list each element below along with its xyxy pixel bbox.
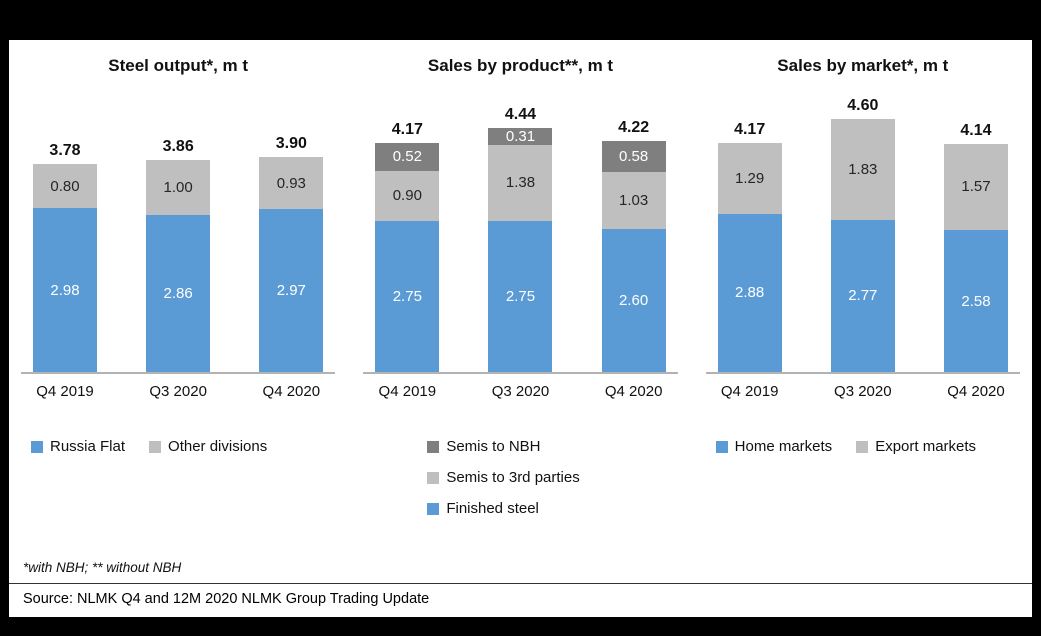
total-label: 3.86 xyxy=(162,137,194,155)
bar-stack: 2.77 1.83 xyxy=(830,119,895,372)
legend-label: Home markets xyxy=(734,438,833,455)
legend-swatch xyxy=(427,440,440,453)
segment-russia-flat: 2.97 xyxy=(259,208,324,372)
segment-semis-to-nbh: 0.58 xyxy=(601,140,666,173)
legend-swatch xyxy=(31,440,43,453)
footnote: *with NBH; ** without NBH xyxy=(23,560,182,575)
legend-label: Semis to 3rd parties xyxy=(446,469,580,486)
bar-q4-2020: 4.14 2.58 1.57 xyxy=(943,121,1008,372)
legend-label: Finished steel xyxy=(446,500,539,517)
plot-area: 3.78 2.98 0.80 3.86 2.86 1.00 3.90 2.97 0.93 xyxy=(21,84,336,374)
x-axis-labels: Q4 2019 Q3 2020 Q4 2020 xyxy=(21,383,335,400)
x-axis-labels: Q4 2019 Q3 2020 Q4 2020 xyxy=(706,383,1020,400)
legend-item-russia-flat: Russia Flat xyxy=(31,438,125,455)
source-text: Source: NLMK Q4 and 12M 2020 NLMK Group … xyxy=(23,591,430,607)
segment-semis-to-3rd-parties: 1.38 xyxy=(488,144,553,221)
total-label: 4.17 xyxy=(734,120,766,138)
chart-title: Sales by product**, m t xyxy=(427,56,614,75)
bar-stack: 2.75 0.90 0.52 xyxy=(375,142,440,372)
segment-home-markets: 2.77 xyxy=(830,219,895,372)
legend-label: Other divisions xyxy=(168,438,268,455)
total-label: 4.60 xyxy=(847,97,879,115)
chart-steel-output: Steel output*, m t 3.78 2.98 0.80 3.86 2.86 1… xyxy=(21,56,336,534)
segment-export-markets: 1.29 xyxy=(717,142,782,214)
bar-stack: 2.75 1.38 0.31 xyxy=(488,127,553,372)
chart-title: Sales by market*, m t xyxy=(777,56,949,75)
segment-semis-to-nbh: 0.52 xyxy=(375,142,440,172)
x-axis-label: Q3 2020 xyxy=(149,383,207,400)
legend-item-semis-to-nbh: Semis to NBH xyxy=(427,438,541,455)
segment-other-divisions: 1.00 xyxy=(146,159,211,215)
legend: Home markets Export markets xyxy=(715,438,1020,534)
chart-sales-by-product: Sales by product**, m t 4.17 2.75 0.90 0.52… xyxy=(363,56,678,534)
chart-panel: Steel output*, m t 3.78 2.98 0.80 3.86 2.86 1… xyxy=(9,40,1032,617)
bar-q4-2019: 3.78 2.98 0.80 xyxy=(33,142,97,372)
bar-stack: 2.88 1.29 xyxy=(717,142,782,372)
legend-label: Export markets xyxy=(875,438,977,455)
bar-q4-2020: 4.22 2.60 1.03 0.58 xyxy=(601,118,666,372)
segment-other-divisions: 0.93 xyxy=(259,157,324,209)
charts-row: Steel output*, m t 3.78 2.98 0.80 3.86 2.86 1… xyxy=(21,56,1020,534)
total-label: 4.17 xyxy=(391,120,423,138)
total-label: 3.90 xyxy=(275,135,307,153)
segment-other-divisions: 0.80 xyxy=(33,164,97,209)
legend-item-export-markets: Export markets xyxy=(856,438,976,455)
segment-finished-steel: 2.60 xyxy=(601,229,666,372)
legend-swatch xyxy=(149,440,162,453)
legend-label: Russia Flat xyxy=(50,438,126,455)
segment-russia-flat: 2.86 xyxy=(146,214,211,372)
total-label: 4.14 xyxy=(960,121,992,139)
x-axis-label: Q4 2019 xyxy=(36,383,94,400)
legend-item-home-markets: Home markets xyxy=(715,438,833,455)
x-axis-label: Q4 2019 xyxy=(378,383,437,400)
source-bar: Source: NLMK Q4 and 12M 2020 NLMK Group … xyxy=(9,583,1032,617)
plot-area: 4.17 2.88 1.29 4.60 2.77 1.83 4.14 2.58 1.57 xyxy=(705,84,1020,374)
legend-item-other-divisions: Other divisions xyxy=(149,438,267,455)
legend-swatch xyxy=(856,440,869,453)
legend-item-finished-steel: Finished steel xyxy=(427,500,539,517)
x-axis-label: Q4 2019 xyxy=(720,383,779,400)
segment-semis-to-3rd-parties: 1.03 xyxy=(601,172,666,229)
bar-q3-2020: 3.86 2.86 1.00 xyxy=(146,137,211,372)
x-axis-label: Q4 2020 xyxy=(604,383,663,400)
bar-q4-2019: 4.17 2.75 0.90 0.52 xyxy=(375,120,440,372)
plot-area: 4.17 2.75 0.90 0.52 4.44 2.75 1.38 0.31 4.22 2.60… xyxy=(363,84,678,374)
legend-swatch xyxy=(427,502,440,515)
bar-stack: 2.86 1.00 xyxy=(146,159,211,372)
total-label: 3.78 xyxy=(49,142,81,160)
segment-home-markets: 2.88 xyxy=(717,213,782,372)
legend-item-semis-to-3rd-parties: Semis to 3rd parties xyxy=(427,469,580,486)
x-axis-label: Q3 2020 xyxy=(834,383,892,400)
x-axis-label: Q4 2020 xyxy=(947,383,1005,400)
legend-swatch xyxy=(427,471,440,484)
chart-sales-by-market: Sales by market*, m t 4.17 2.88 1.29 4.60 2.… xyxy=(705,56,1020,534)
chart-title: Steel output*, m t xyxy=(108,56,249,75)
bar-q4-2019: 4.17 2.88 1.29 xyxy=(717,120,782,372)
x-axis-label: Q3 2020 xyxy=(491,383,550,400)
segment-finished-steel: 2.75 xyxy=(375,220,440,372)
bar-q3-2020: 4.44 2.75 1.38 0.31 xyxy=(488,105,553,372)
segment-russia-flat: 2.98 xyxy=(33,208,97,372)
legend-swatch xyxy=(715,440,728,453)
bar-stack: 2.98 0.80 xyxy=(33,164,97,372)
legend-label: Semis to NBH xyxy=(446,438,541,455)
total-label: 4.22 xyxy=(618,118,650,136)
segment-semis-to-3rd-parties: 0.90 xyxy=(375,171,440,221)
segment-finished-steel: 2.75 xyxy=(488,220,553,372)
bar-stack: 2.97 0.93 xyxy=(259,157,324,372)
bar-stack: 2.58 1.57 xyxy=(943,143,1008,372)
bar-q3-2020: 4.60 2.77 1.83 xyxy=(830,97,895,372)
bar-q4-2020: 3.90 2.97 0.93 xyxy=(259,135,324,372)
total-label: 4.44 xyxy=(504,105,537,123)
segment-semis-to-nbh: 0.31 xyxy=(488,127,553,145)
x-axis-label: Q4 2020 xyxy=(262,383,321,400)
segment-export-markets: 1.57 xyxy=(943,143,1008,231)
legend: Russia Flat Other divisions xyxy=(31,438,335,534)
segment-home-markets: 2.58 xyxy=(943,230,1008,372)
bar-stack: 2.60 1.03 0.58 xyxy=(601,140,666,372)
segment-export-markets: 1.83 xyxy=(830,119,895,220)
legend: Semis to NBH Semis to 3rd parties Finished… xyxy=(427,438,677,534)
x-axis-labels: Q4 2019 Q3 2020 Q4 2020 xyxy=(363,383,677,400)
